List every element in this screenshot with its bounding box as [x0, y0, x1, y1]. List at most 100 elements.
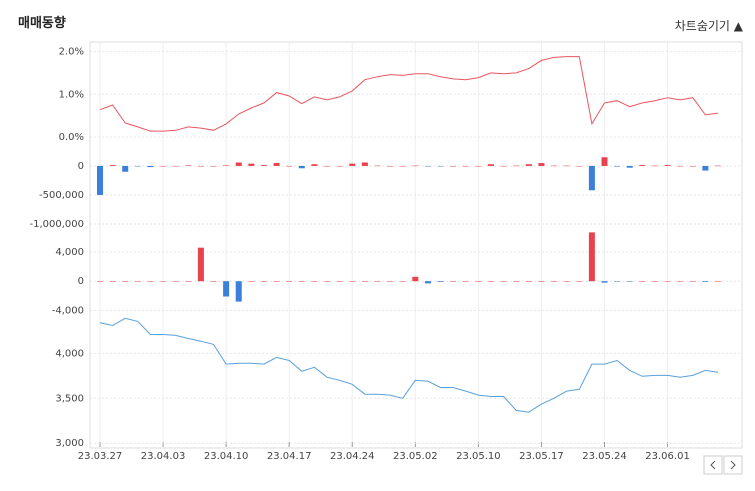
x-tick-label: 23.06.01 [645, 451, 690, 462]
bar [437, 165, 444, 167]
y-tick-label: 4,000 [55, 348, 84, 359]
bar [689, 281, 696, 282]
bar [601, 281, 608, 283]
bar [286, 165, 293, 167]
bar [361, 281, 368, 282]
bar [677, 165, 684, 167]
y-tick-label: 3,000 [55, 438, 84, 449]
bar [349, 281, 356, 282]
bar [197, 247, 204, 282]
bar [109, 165, 116, 166]
bar [639, 281, 646, 282]
bar [475, 281, 482, 282]
bar [248, 281, 255, 282]
bar [651, 281, 658, 282]
nav-prev[interactable] [703, 455, 723, 475]
bar [412, 276, 419, 282]
bar [399, 165, 406, 167]
bar [97, 281, 103, 282]
y-tick-label: 4,000 [55, 247, 84, 258]
bar [614, 165, 621, 167]
bar [525, 281, 532, 282]
y-tick-label: -4,000 [52, 305, 84, 316]
toggle-label[interactable]: 차트숨기기 [674, 19, 730, 33]
bar [273, 281, 280, 282]
plot-frame [89, 41, 743, 449]
bar [588, 165, 595, 191]
bar [210, 165, 217, 167]
bar [311, 281, 318, 282]
data-line [99, 317, 719, 413]
bar [475, 165, 482, 167]
bar [424, 281, 431, 284]
bar [513, 281, 520, 282]
bar [702, 165, 709, 171]
bar [223, 165, 230, 166]
bar [324, 165, 331, 167]
nav-next-icon[interactable] [730, 460, 736, 470]
bar [97, 165, 103, 195]
bar [651, 165, 658, 167]
bar [601, 157, 608, 166]
bar [450, 165, 457, 167]
bar [462, 281, 469, 282]
nav-prev-box[interactable] [703, 455, 723, 475]
x-tick-label: 23.04.24 [330, 451, 375, 462]
bar [298, 165, 305, 169]
bar [210, 281, 217, 282]
bar [160, 281, 167, 282]
nav-next[interactable] [723, 455, 743, 475]
bar [412, 165, 419, 167]
x-tick-label: 23.05.10 [456, 451, 501, 462]
bar [134, 165, 141, 167]
y-tick-label: 0.0% [59, 132, 84, 143]
bar [576, 281, 583, 282]
bar [387, 281, 394, 282]
bar [349, 163, 356, 166]
y-tick-label: 3,500 [55, 393, 84, 404]
bar [185, 281, 192, 282]
bar [235, 162, 242, 166]
bar [525, 164, 532, 166]
bar [399, 281, 406, 282]
bar [147, 281, 154, 282]
y-tick-label: 1.0% [59, 89, 84, 100]
bar [273, 163, 280, 166]
bar [664, 165, 671, 166]
bar [551, 165, 558, 167]
bar [361, 162, 368, 166]
bar [500, 165, 507, 167]
bar [235, 281, 242, 302]
bar [437, 281, 444, 282]
toggle-chart[interactable]: 차트숨기기 ▲ [674, 19, 743, 33]
bar [336, 165, 343, 167]
y-tick-label: 0 [78, 276, 84, 287]
bar [576, 165, 583, 167]
bar [487, 164, 494, 166]
bar [450, 281, 457, 282]
section-title: 매매동향 [18, 16, 66, 31]
bar [626, 165, 633, 168]
x-tick-label: 23.03.27 [78, 451, 123, 462]
bar [324, 281, 331, 282]
bar [626, 281, 633, 282]
x-tick-label: 23.04.03 [141, 451, 186, 462]
bar [513, 165, 520, 167]
bar [538, 281, 545, 282]
bar [551, 281, 558, 282]
bar [248, 163, 255, 166]
bar [715, 281, 721, 282]
x-tick-label: 23.05.24 [582, 451, 627, 462]
bar [387, 165, 394, 167]
bar [639, 165, 646, 166]
bar [614, 281, 621, 282]
bar [462, 165, 469, 167]
bar [298, 281, 305, 282]
nav-prev-icon[interactable] [710, 460, 716, 470]
bar [122, 165, 129, 172]
bar [374, 165, 381, 167]
bar [677, 281, 684, 282]
y-tick-label: 0 [78, 161, 84, 172]
nav-next-box[interactable] [723, 455, 743, 475]
